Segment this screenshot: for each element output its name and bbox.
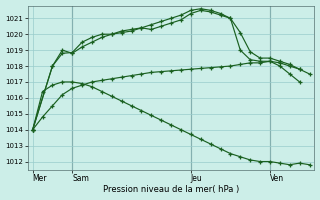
X-axis label: Pression niveau de la mer( hPa ): Pression niveau de la mer( hPa )	[103, 185, 239, 194]
